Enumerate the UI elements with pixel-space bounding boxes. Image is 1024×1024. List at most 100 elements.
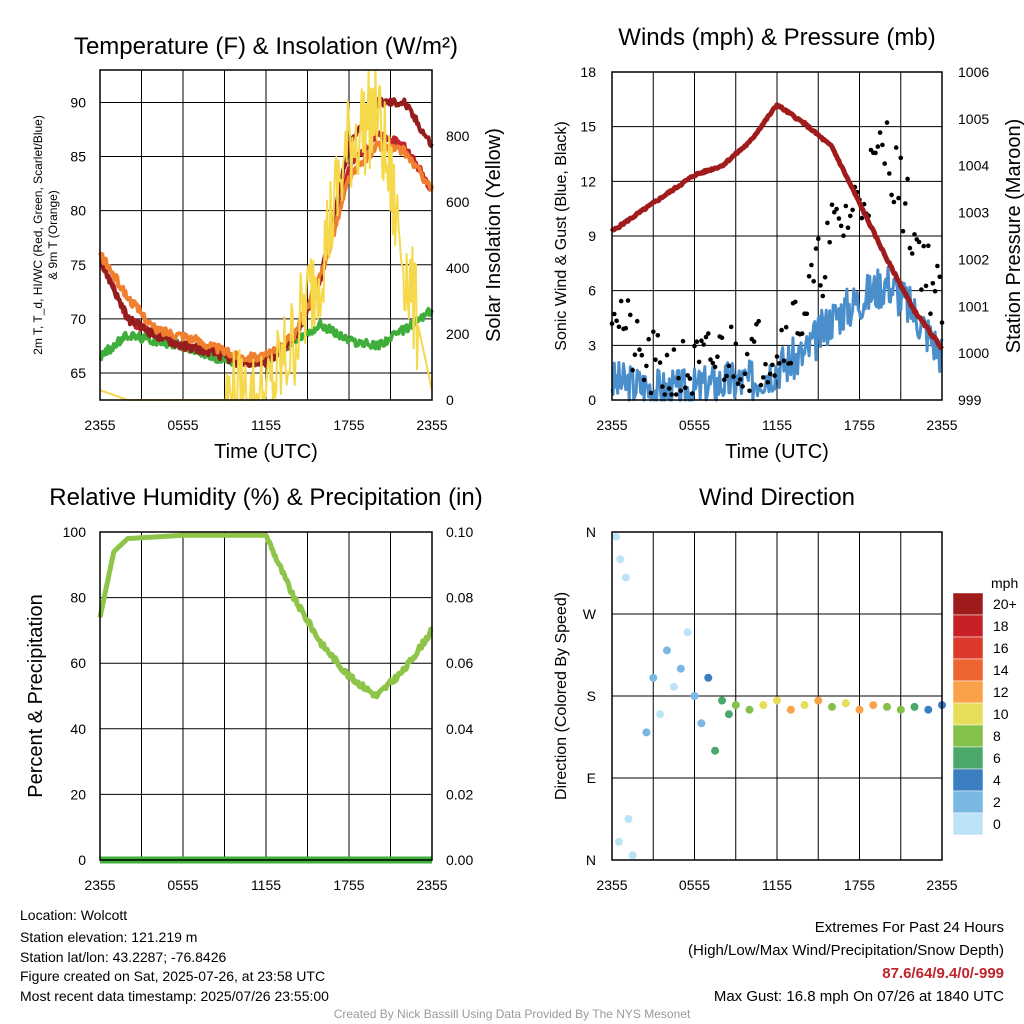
gust-point	[678, 388, 684, 394]
gust-point	[694, 339, 700, 345]
chart-title: Temperature (F) & Insolation (W/m²)	[74, 33, 458, 60]
x-tick-label: 2355	[926, 877, 957, 893]
direction-point	[855, 705, 864, 714]
direction-point	[612, 532, 621, 541]
gust-point	[777, 361, 782, 366]
x-tick-label: 2355	[596, 417, 627, 433]
gust-point	[809, 262, 814, 268]
x-tick-label: 2355	[926, 417, 957, 433]
gust-point	[923, 283, 929, 289]
gust-point	[646, 336, 651, 342]
gust-point	[919, 287, 924, 292]
direction-point	[616, 555, 625, 564]
x-tick-label: 1755	[333, 417, 364, 433]
legend-label: 2	[993, 794, 1001, 810]
x-tick-label: 0555	[167, 417, 198, 433]
gust-point	[816, 236, 821, 241]
direction-point	[773, 696, 781, 705]
gust-point	[811, 279, 816, 284]
direction-point	[628, 851, 637, 860]
y2-tick-label: 1004	[958, 158, 989, 174]
gust-point	[822, 275, 828, 280]
y2-tick-label: 999	[958, 392, 982, 408]
gust-point	[806, 274, 812, 279]
y2-tick-label: 0.00	[446, 852, 473, 868]
direction-point	[711, 746, 720, 755]
gust-point	[667, 386, 672, 391]
gust-point	[664, 352, 670, 358]
y-tick-label: 20	[70, 786, 86, 802]
gust-point	[836, 216, 842, 221]
gust-point	[712, 364, 718, 370]
gust-point	[845, 225, 851, 230]
gust-point	[928, 311, 933, 317]
legend-swatch	[952, 812, 984, 836]
y-tick-label: N	[586, 524, 596, 540]
series-line-relative-humidity	[97, 532, 434, 700]
gust-point	[651, 329, 656, 335]
legend-swatch	[952, 746, 984, 770]
gust-point	[662, 392, 667, 397]
gust-point	[614, 318, 619, 324]
chart-title: Relative Humidity (%) & Precipitation (i…	[49, 484, 482, 511]
legend-swatch	[952, 768, 984, 792]
direction-point	[759, 701, 768, 710]
x-tick-label: 1155	[251, 877, 281, 893]
y-tick-label: E	[587, 770, 596, 786]
y-tick-label: 80	[70, 590, 86, 606]
x-tick-label: 2355	[416, 877, 447, 893]
direction-point	[814, 696, 823, 705]
gust-point	[774, 354, 780, 359]
gust-point	[660, 384, 665, 389]
y2-tick-label: 400	[446, 260, 470, 276]
direction-point	[676, 664, 685, 673]
direction-point	[724, 710, 733, 719]
gust-point	[818, 283, 823, 288]
y2-tick-label: 800	[446, 128, 470, 144]
y2-tick-label: 1000	[958, 345, 989, 361]
legend-swatch	[952, 614, 984, 638]
y-tick-label: 0	[78, 852, 86, 868]
direction-point	[896, 705, 905, 714]
gust-point	[710, 360, 716, 366]
legend-title: mph	[991, 575, 1018, 591]
gust-point	[765, 380, 771, 385]
gust-point	[689, 391, 695, 396]
y2-tick-label: 0.06	[446, 655, 473, 671]
gust-point	[770, 362, 775, 368]
recent-data-text: Most recent data timestamp: 2025/07/26 2…	[20, 988, 329, 1004]
gust-point	[820, 293, 826, 299]
gust-point	[893, 145, 899, 150]
y-tick-label: W	[583, 606, 597, 622]
gust-point	[903, 201, 908, 206]
x-tick-label: 2355	[416, 417, 447, 433]
gust-point	[788, 360, 794, 366]
direction-point	[704, 673, 713, 682]
y-tick-label: 75	[70, 257, 86, 273]
gust-point	[884, 120, 890, 125]
y-axis-label: 2m T, T_d, HI/WC (Red, Green, Scarlet/Bl…	[31, 115, 45, 355]
y2-axis-label: Solar Insolation (Yellow)	[483, 128, 505, 342]
gust-point	[930, 281, 936, 286]
y-tick-label: 85	[70, 149, 86, 165]
direction-point	[910, 702, 919, 711]
series-line-9m-t	[98, 140, 434, 363]
legend-swatch	[952, 592, 984, 616]
y2-tick-label: 0.04	[446, 721, 473, 737]
gust-point	[799, 331, 805, 336]
y-tick-label: 6	[588, 283, 596, 299]
y2-tick-label: 600	[446, 194, 470, 210]
y2-tick-label: 0	[446, 392, 454, 408]
gust-point	[618, 298, 624, 304]
legend-label: 0	[993, 816, 1001, 832]
gust-point	[880, 142, 885, 148]
location-text: Location: Wolcott	[20, 907, 128, 923]
x-tick-label: 1755	[844, 877, 875, 893]
gust-point	[804, 311, 810, 317]
gust-point	[696, 359, 702, 365]
y2-tick-label: 1003	[958, 205, 989, 221]
x-axis-label: Time (UTC)	[214, 441, 318, 463]
gust-point	[873, 150, 878, 156]
y-tick-label: N	[586, 852, 596, 868]
gust-point	[921, 243, 926, 249]
